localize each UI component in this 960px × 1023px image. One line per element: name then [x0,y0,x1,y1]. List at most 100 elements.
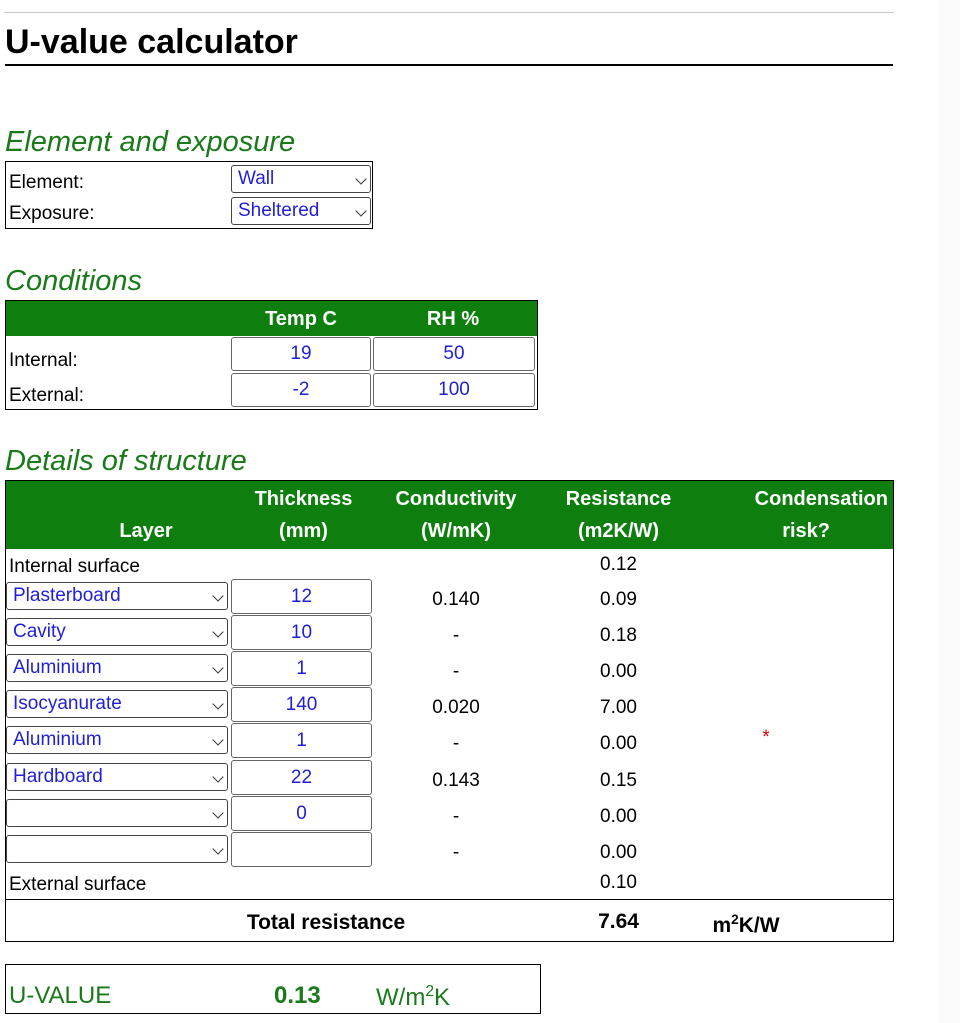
top-divider [4,12,894,13]
internal-temp-input[interactable] [231,337,371,371]
chevron-down-icon [212,590,224,602]
element-select-value: Wall [238,168,275,189]
layer-resistance: 0.00 [600,806,637,827]
layer-resistance: 0.09 [600,589,637,610]
layer-conductivity: 0.140 [432,589,480,610]
chevron-down-icon [355,205,367,217]
layer-conductivity: 0.143 [432,770,480,791]
conditions-table: Temp C RH % Internal: External: [5,300,538,410]
element-label: Element: [9,172,84,193]
internal-surface-resistance: 0.12 [600,554,637,575]
layer-material-value: Cavity [13,621,66,642]
layer-material-select[interactable] [6,799,228,827]
condensation-risk-header: risk? [782,520,830,542]
external-surface-label: External surface [9,874,147,895]
layer-conductivity: - [452,806,460,827]
conditions-heading: Conditions [5,265,143,297]
layer-material-select[interactable]: Aluminium [6,654,228,682]
total-resistance-unit: m2K/W [712,912,780,937]
exposure-label: Exposure: [9,203,95,224]
thickness-header: Thickness [254,488,353,510]
layer-material-value: Isocyanurate [13,693,122,714]
u-value-box: U-VALUE 0.13 W/m2K [5,964,541,1014]
conditions-header-row: Temp C RH % [6,301,537,336]
layer-conductivity: - [452,625,460,646]
total-resistance-value: 7.64 [598,910,639,933]
chevron-down-icon [212,626,224,638]
layer-thickness-input[interactable] [231,832,372,867]
table-row: Cavity - 0.18 [6,615,893,651]
layer-resistance: 0.00 [600,733,637,754]
layer-thickness-input[interactable] [231,687,372,722]
temp-header: Temp C [265,308,337,330]
layer-thickness-input[interactable] [231,723,372,758]
page-title: U-value calculator [5,20,893,66]
chevron-down-icon [212,662,224,674]
layer-material-select[interactable]: Hardboard [6,763,228,791]
table-row: Hardboard 0.143 0.15 [6,760,893,796]
layer-conductivity: - [452,661,460,682]
layer-material-select[interactable]: Isocyanurate [6,690,228,718]
layer-thickness-input[interactable] [231,796,372,831]
internal-label: Internal: [9,350,78,371]
internal-rh-input[interactable] [373,337,535,371]
chevron-down-icon [355,173,367,185]
chevron-down-icon [212,734,224,746]
external-temp-input[interactable] [231,373,371,407]
total-divider [6,899,893,900]
scrollbar[interactable] [938,0,960,1023]
total-resistance-label: Total resistance [246,911,406,934]
layer-conductivity: 0.020 [432,697,480,718]
chevron-down-icon [212,807,224,819]
u-value-number: 0.13 [274,982,321,1009]
chevron-down-icon [212,771,224,783]
u-value-label: U-VALUE [9,982,112,1009]
element-exposure-heading: Element and exposure [5,126,296,158]
exposure-select-value: Sheltered [238,200,320,221]
internal-surface-label: Internal surface [9,556,140,577]
element-exposure-table: Element: Wall Exposure: Sheltered [5,161,373,229]
external-rh-input[interactable] [373,373,535,407]
chevron-down-icon [212,843,224,855]
layer-material-value: Aluminium [13,657,102,678]
structure-heading: Details of structure [5,445,247,477]
chevron-down-icon [212,698,224,710]
layer-resistance: 0.18 [600,625,637,646]
external-label: External: [9,385,84,406]
layer-condensation-risk: * [762,727,770,748]
layer-material-select[interactable] [6,835,228,863]
table-row: - 0.00 [6,796,893,832]
conductivity-header: Conductivity [395,488,517,510]
layer-material-value: Hardboard [13,766,103,787]
layer-conductivity: - [452,733,460,754]
u-value-unit: W/m2K [376,983,451,1011]
exposure-select[interactable]: Sheltered [231,197,371,225]
conductivity-unit-header: (W/mK) [421,520,491,542]
rh-header: RH % [426,308,480,330]
table-row: Aluminium - 0.00 * [6,723,893,759]
table-row: Plasterboard 0.140 0.09 [6,579,893,615]
layer-thickness-input[interactable] [231,579,372,614]
thickness-unit-header: (mm) [279,520,328,542]
layer-thickness-input[interactable] [231,615,372,650]
external-surface-resistance: 0.10 [600,872,637,893]
structure-header-row: Layer Thickness (mm) Conductivity (W/mK)… [6,481,893,549]
layer-resistance: 0.00 [600,842,637,863]
resistance-header: Resistance [565,488,672,510]
table-row: - 0.00 [6,832,893,868]
layer-thickness-input[interactable] [231,651,372,686]
element-select[interactable]: Wall [231,165,371,193]
layer-material-select[interactable]: Aluminium [6,726,228,754]
layer-resistance: 0.00 [600,661,637,682]
layer-resistance: 7.00 [600,697,637,718]
layer-material-value: Aluminium [13,729,102,750]
table-row: Isocyanurate 0.020 7.00 [6,687,893,723]
layer-material-value: Plasterboard [13,585,121,606]
resistance-unit-header: (m2K/W) [577,520,660,542]
layer-conductivity: - [452,842,460,863]
layer-material-select[interactable]: Plasterboard [6,582,228,610]
layer-resistance: 0.15 [600,770,637,791]
structure-table: Layer Thickness (mm) Conductivity (W/mK)… [5,480,894,942]
layer-thickness-input[interactable] [231,760,372,795]
layer-material-select[interactable]: Cavity [6,618,228,646]
